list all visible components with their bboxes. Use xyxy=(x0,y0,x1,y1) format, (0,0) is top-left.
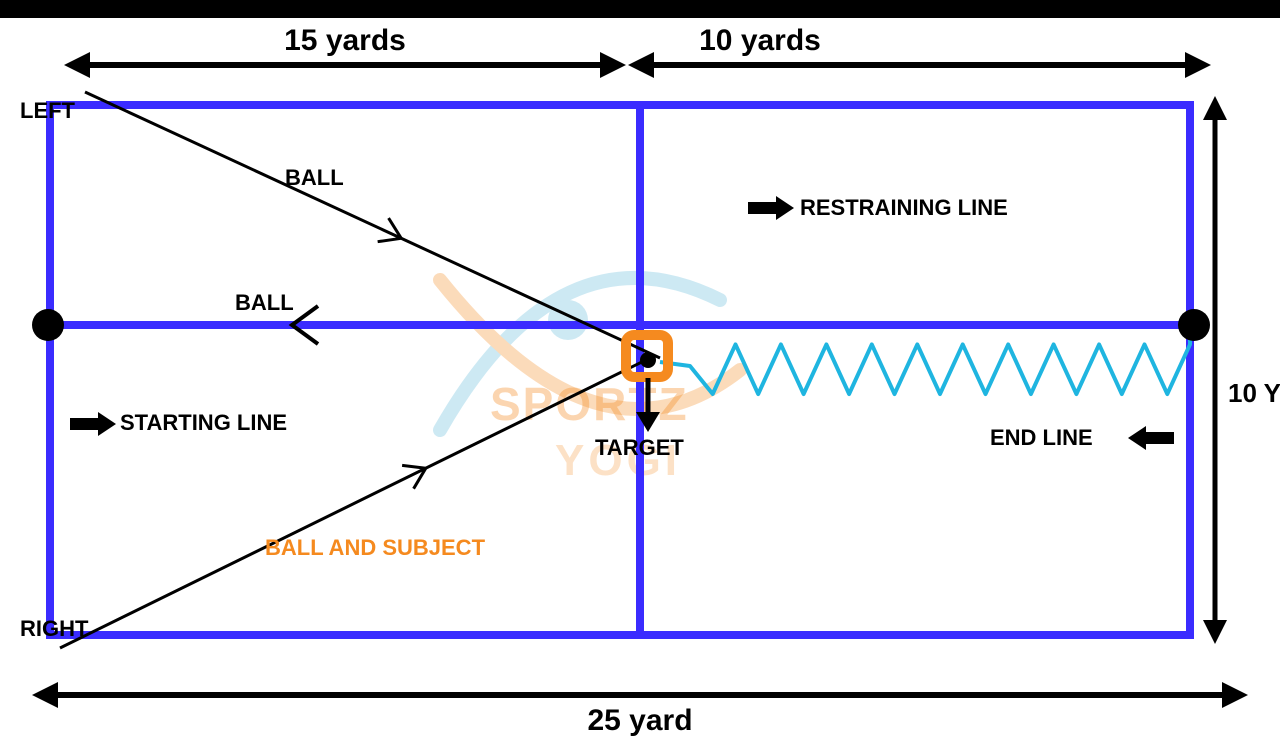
ball-upper-label: BALL xyxy=(285,165,344,190)
dim-top-left: 15 yards xyxy=(64,24,626,78)
start-dot-left xyxy=(32,309,64,341)
ball-and-subject-label: BALL AND SUBJECT xyxy=(265,535,486,560)
end-line-arrow xyxy=(1128,426,1174,450)
dim-right-label: 10 YDS xyxy=(1228,378,1280,408)
dim-bottom: 25 yard xyxy=(32,682,1248,737)
diagram-canvas: SPORTZ YOGI 15 yards xyxy=(0,0,1280,751)
dim-top-left-label: 15 yards xyxy=(284,24,406,57)
dribble-path xyxy=(660,325,1190,394)
restraining-line-label: RESTRAINING LINE xyxy=(800,195,1008,220)
end-line-label: END LINE xyxy=(990,425,1093,450)
top-black-bar xyxy=(0,0,1280,18)
dim-top-right-label: 10 yards xyxy=(699,24,821,57)
right-label: RIGHT xyxy=(20,616,89,641)
dim-right: 10 YDS xyxy=(1203,96,1280,644)
starting-line-arrow xyxy=(70,412,116,436)
ball-line-lower xyxy=(60,358,650,648)
end-dot-right xyxy=(1178,309,1210,341)
starting-line-label: STARTING LINE xyxy=(120,410,287,435)
ball-mid-label: BALL xyxy=(235,290,294,315)
ball-line-upper xyxy=(85,92,660,358)
dim-top-right: 10 yards xyxy=(628,24,1211,78)
restraining-line-arrow xyxy=(748,196,794,220)
dim-bottom-label: 25 yard xyxy=(587,704,692,737)
target-dot xyxy=(640,352,656,368)
left-label: LEFT xyxy=(20,98,76,123)
target-label: TARGET xyxy=(595,435,684,460)
